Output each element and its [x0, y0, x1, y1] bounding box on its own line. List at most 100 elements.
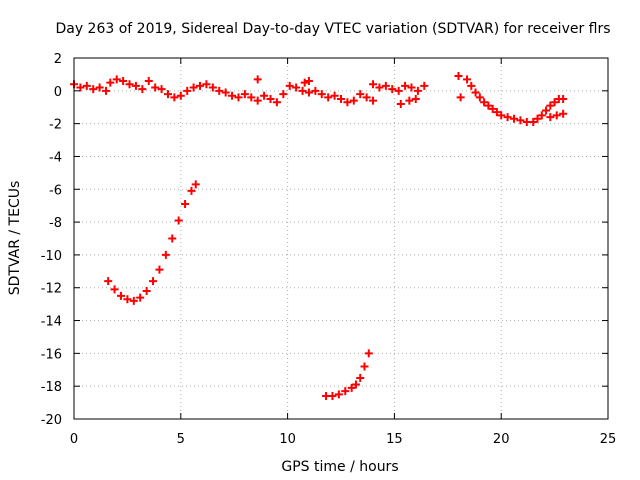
y-tick-label: -10 [41, 249, 62, 264]
data-point-marker [420, 81, 429, 90]
data-point-marker [510, 114, 519, 123]
data-point-marker [360, 362, 369, 371]
data-point-marker [110, 285, 119, 294]
data-point-marker [191, 180, 200, 189]
data-point-marker [341, 387, 350, 396]
data-point-marker [480, 98, 489, 107]
x-tick-label: 0 [70, 432, 78, 447]
data-point-marker [337, 95, 345, 104]
data-point-marker [503, 113, 512, 122]
data-point-marker [356, 90, 365, 99]
data-point-marker [119, 76, 128, 85]
data-point-marker [516, 116, 525, 125]
data-point-marker [405, 96, 414, 105]
y-axis-label: SDTVAR / TECUs [7, 181, 23, 296]
data-point-marker [537, 111, 546, 120]
x-tick-label: 5 [177, 432, 185, 447]
data-point-marker [82, 81, 91, 90]
data-point-marker [546, 101, 555, 110]
data-point-marker [76, 83, 85, 92]
data-point-marker [559, 95, 568, 104]
data-point-marker [497, 111, 506, 120]
data-point-marker [351, 380, 360, 389]
data-point-marker [174, 216, 183, 225]
data-point-marker [163, 90, 172, 99]
data-point-marker [208, 83, 217, 92]
data-point-marker [234, 93, 243, 102]
y-tick-label: 2 [54, 52, 62, 67]
data-point-marker [196, 81, 205, 90]
data-point-marker [157, 85, 166, 94]
data-point-marker [181, 200, 190, 209]
data-point-marker [247, 93, 256, 102]
y-tick-label: -8 [49, 216, 62, 231]
data-point-marker [304, 76, 313, 85]
data-point-marker [260, 91, 269, 100]
data-point-marker [116, 291, 125, 300]
data-point-marker [330, 91, 339, 100]
data-point-marker [550, 98, 559, 107]
data-point-marker [221, 88, 230, 97]
y-tick-label: -20 [41, 413, 62, 428]
data-point-marker [552, 111, 561, 120]
data-point-marker [347, 383, 356, 392]
data-point-marker [475, 93, 484, 102]
y-tick-label: -2 [49, 118, 62, 133]
data-point-marker [311, 86, 320, 95]
data-point-marker [95, 83, 104, 92]
series-1 [70, 75, 429, 108]
data-point-marker [492, 108, 501, 117]
data-point-marker [529, 117, 538, 126]
data-point-marker [394, 86, 403, 95]
x-tick-label: 15 [386, 432, 403, 447]
data-point-marker [463, 75, 472, 84]
data-point-marker [471, 88, 480, 97]
data-point-marker [488, 104, 497, 113]
data-point-marker [411, 95, 420, 104]
x-axis-label: GPS time / hours [281, 459, 398, 475]
data-point-marker [356, 373, 365, 382]
x-tick-label: 10 [279, 432, 296, 447]
data-point-marker [104, 277, 113, 286]
data-point-marker [369, 80, 378, 89]
data-point-marker [317, 90, 326, 99]
data-point-marker [187, 186, 196, 195]
data-point-marker [253, 96, 262, 105]
data-point-marker [123, 295, 132, 304]
data-point-marker [324, 93, 333, 102]
data-point-marker [142, 287, 151, 296]
data-point-marker [102, 86, 111, 95]
data-point-marker [168, 234, 177, 243]
grid-layer [74, 58, 608, 419]
data-point-marker [131, 81, 140, 90]
data-point-marker [253, 75, 262, 84]
y-tick-label: -12 [41, 282, 62, 297]
data-point-marker [484, 101, 493, 110]
data-point-marker [343, 98, 352, 107]
data-point-marker [388, 85, 397, 94]
data-point-marker [413, 86, 422, 95]
y-tick-label: 0 [54, 85, 62, 100]
data-point-marker [285, 81, 294, 90]
data-point-marker [533, 114, 542, 123]
data-point-marker [407, 83, 416, 92]
data-point-marker [106, 78, 115, 87]
data-point-marker [240, 90, 249, 99]
data-point-marker [202, 80, 211, 89]
data-point-marker [89, 85, 98, 94]
data-point-marker [456, 93, 465, 102]
data-point-marker [183, 86, 192, 95]
data-point-marker [161, 250, 170, 259]
data-point-marker [349, 96, 358, 105]
data-point-marker [292, 83, 301, 92]
data-point-marker [149, 277, 158, 286]
data-point-marker [328, 392, 337, 401]
data-point-marker [375, 83, 384, 92]
data-point-marker [279, 90, 288, 99]
data-point-marker [401, 81, 410, 90]
data-point-marker [138, 85, 147, 94]
data-point-marker [136, 293, 145, 302]
data-point-marker [369, 96, 378, 105]
data-point-marker [112, 75, 121, 84]
data-point-marker [129, 296, 138, 305]
